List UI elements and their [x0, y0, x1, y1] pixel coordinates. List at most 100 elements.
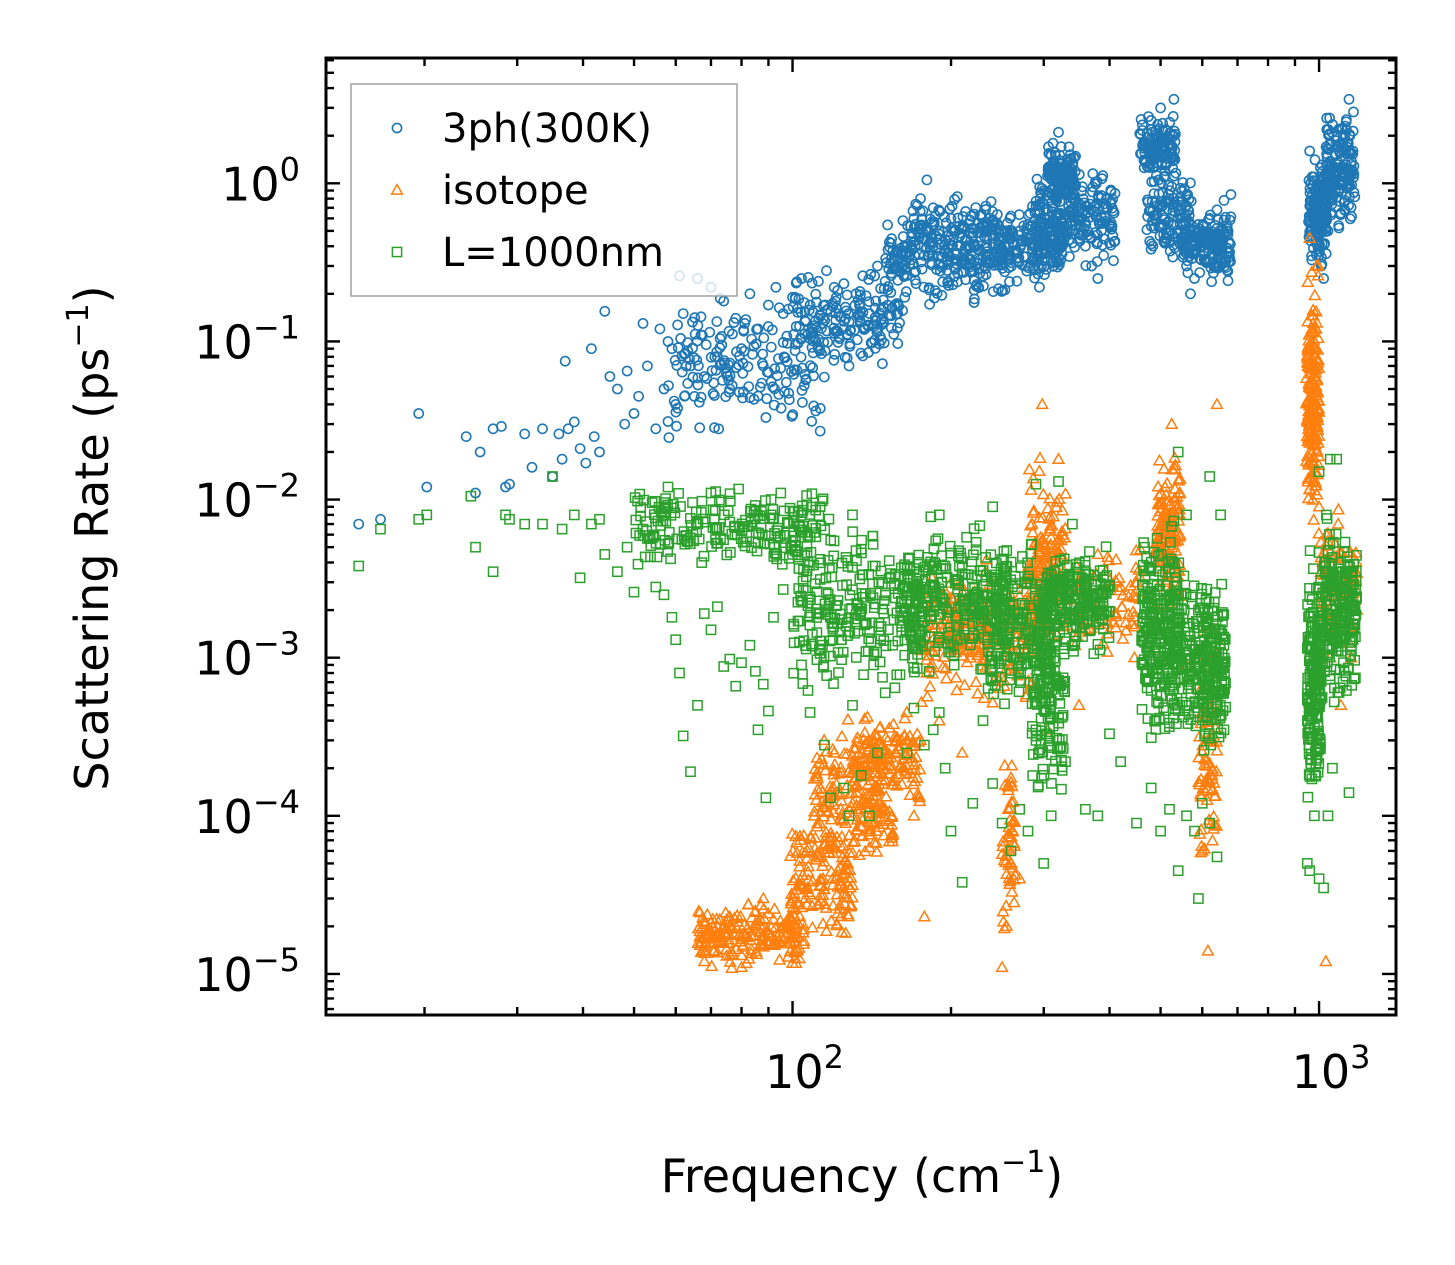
data-point [849, 299, 861, 311]
data-point [1105, 184, 1117, 196]
data-point [1049, 183, 1060, 195]
data-point [1164, 127, 1176, 139]
data-point [878, 283, 890, 295]
data-point [958, 253, 970, 265]
data-point [818, 300, 829, 311]
data-point [1343, 181, 1355, 193]
data-point [1321, 143, 1333, 154]
data-point [568, 416, 580, 428]
data-point [828, 354, 840, 366]
data-point [1182, 267, 1194, 279]
data-point [917, 909, 932, 922]
data-point [637, 317, 649, 329]
data-point [1019, 260, 1031, 272]
data-point [892, 338, 904, 349]
data-point [1064, 251, 1075, 262]
data-point [695, 329, 707, 341]
data-point [353, 518, 365, 530]
data-point [692, 372, 704, 384]
data-point [1168, 93, 1180, 105]
data-point [857, 350, 869, 362]
data-point [1035, 223, 1046, 235]
data-point [996, 285, 1008, 297]
data-point [1066, 176, 1078, 188]
data-point [833, 667, 844, 678]
data-point [619, 418, 631, 430]
data-point [1206, 276, 1217, 288]
data-point [696, 557, 708, 568]
data-point [721, 549, 733, 561]
data-point [1055, 254, 1066, 266]
data-point [594, 446, 605, 458]
data-point [805, 326, 817, 338]
data-point [1158, 171, 1170, 183]
data-point [968, 227, 979, 239]
data-point [961, 234, 973, 245]
data-point [1032, 229, 1044, 241]
data-point [1135, 114, 1147, 125]
data-point [910, 265, 921, 277]
data-point [1334, 698, 1348, 711]
data-point [1003, 262, 1015, 274]
data-point [746, 333, 757, 345]
data-point [841, 329, 853, 341]
data-point [1349, 191, 1361, 203]
data-point [992, 250, 1004, 262]
data-point [711, 316, 723, 327]
data-point [808, 332, 820, 343]
data-point [1148, 176, 1160, 187]
data-point [1333, 222, 1345, 234]
data-point [863, 347, 874, 358]
data-point [1183, 215, 1195, 227]
data-point [773, 388, 785, 400]
data-point [733, 386, 745, 398]
data-point [693, 396, 705, 408]
data-point [1004, 276, 1015, 288]
data-point [868, 319, 879, 330]
data-point [695, 311, 707, 323]
data-point [1053, 126, 1064, 138]
data-point [796, 384, 808, 396]
data-point [1339, 194, 1351, 206]
data-point [1022, 462, 1036, 475]
data-point [421, 481, 433, 493]
data-point [1033, 451, 1047, 463]
data-point [968, 297, 980, 308]
data-point [711, 346, 723, 358]
data-point [1144, 162, 1156, 173]
data-point [805, 360, 816, 371]
data-point [1070, 195, 1081, 207]
data-point [714, 333, 726, 344]
data-point [1055, 141, 1067, 153]
data-point [766, 912, 781, 925]
data-point [892, 322, 903, 334]
data-point [700, 339, 712, 351]
data-point [1324, 155, 1336, 167]
data-point [786, 410, 798, 422]
data-point [923, 284, 935, 296]
data-point [1163, 215, 1174, 227]
data-point [1105, 196, 1117, 208]
data-point [705, 351, 717, 363]
data-point [1058, 486, 1073, 499]
data-point [708, 377, 720, 389]
data-point [951, 247, 963, 259]
data-point [1156, 177, 1167, 189]
data-point [1315, 226, 1327, 238]
data-point [722, 370, 733, 382]
data-point [770, 281, 782, 293]
data-point [939, 211, 950, 223]
data-point [1225, 189, 1237, 200]
data-point [1185, 288, 1196, 300]
data-point [1037, 218, 1048, 230]
data-point [586, 343, 597, 355]
data-point [707, 387, 719, 399]
data-point [1087, 186, 1098, 198]
data-point [1062, 227, 1073, 239]
data-point [413, 408, 425, 419]
data-point [716, 330, 727, 342]
data-point [687, 371, 699, 383]
data-point [537, 423, 548, 435]
data-point [780, 376, 792, 388]
data-point [1048, 160, 1060, 172]
